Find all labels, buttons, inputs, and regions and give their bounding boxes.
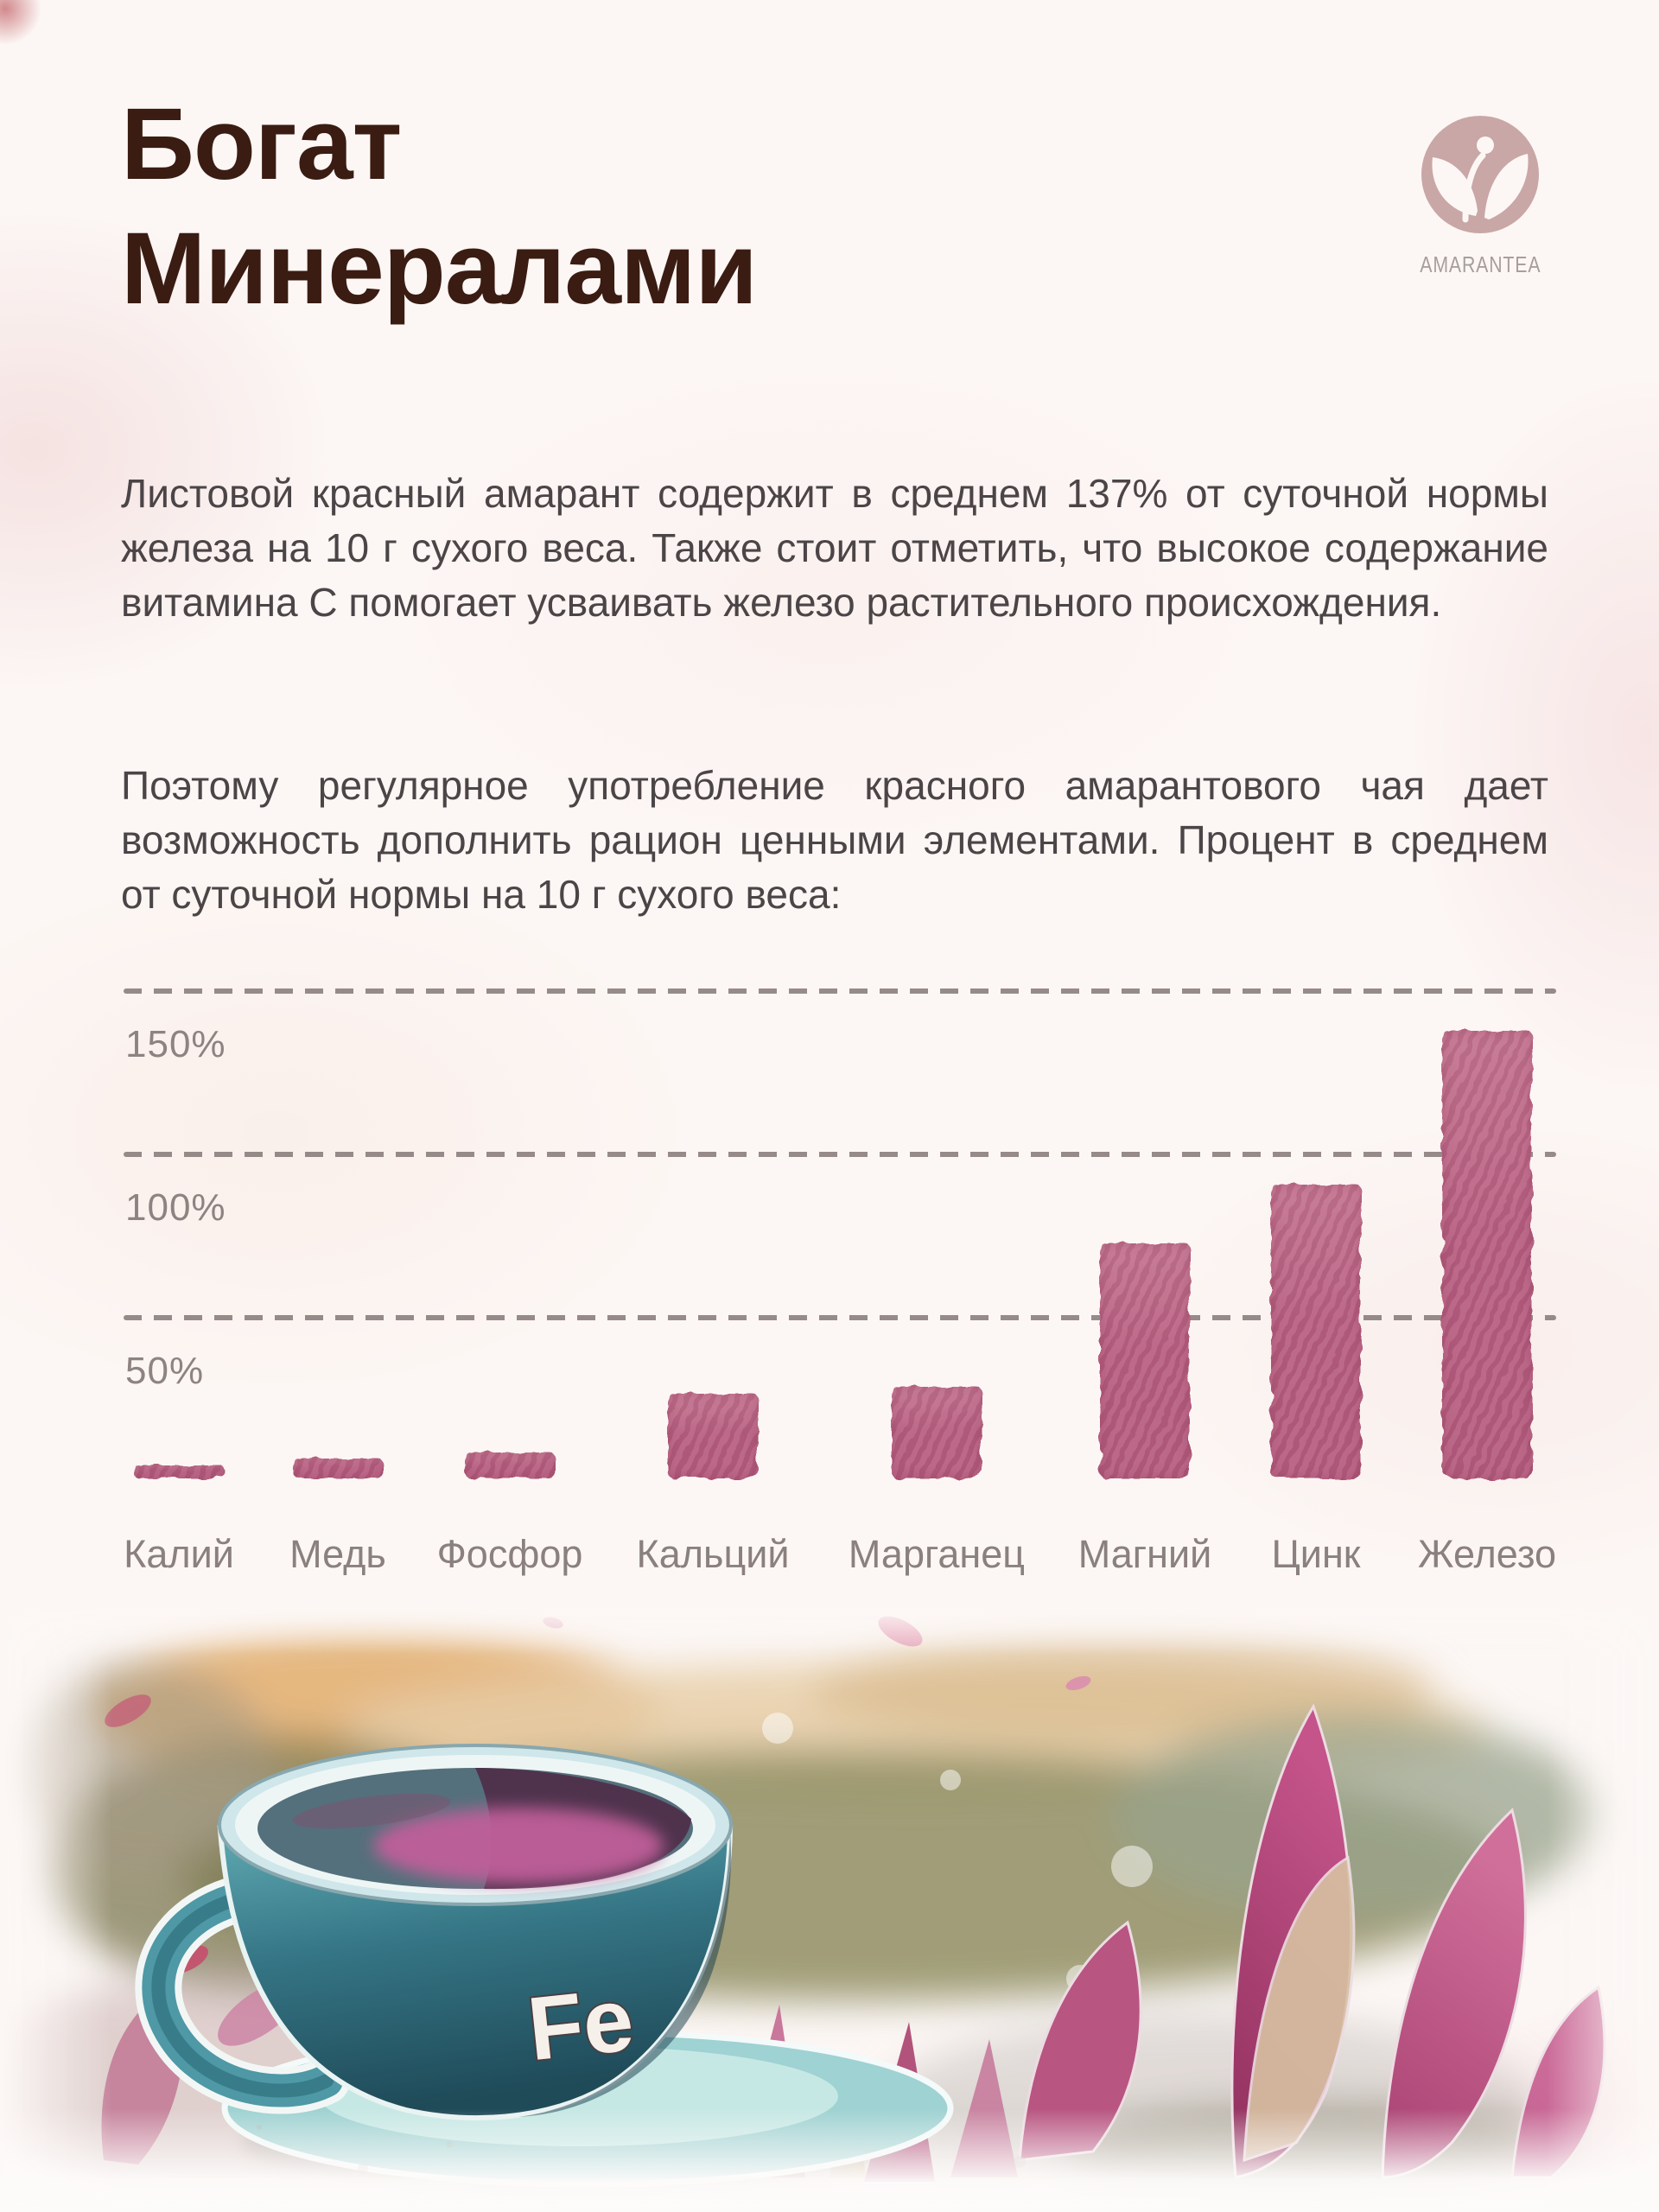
paragraph-chart-intro: Поэтому регулярное употребление красного… [121,763,1548,918]
amaranth-leaves-right [1018,1703,1606,2179]
bar-Железо [1442,1031,1532,1478]
bar-Медь [293,1459,383,1478]
fade-top [0,1607,1659,1655]
bar-Кальций [668,1393,758,1478]
category-label: Железо [1418,1532,1556,1576]
category-label: Марганец [848,1532,1026,1576]
title-line-2: Минералами [121,211,758,326]
category-label: Магний [1077,1532,1212,1576]
category-label: Медь [289,1532,386,1576]
gridline-50 [124,1315,1556,1320]
paragraph-iron-content: Листовой красный амарант содержит в сред… [121,471,1548,626]
page-title: Богат Минералами [121,83,758,332]
bar-Цинк [1271,1184,1361,1478]
title-line-1: Богат [121,87,402,201]
y-axis-tick: 150% [125,1023,226,1065]
amarantea-flower-icon [1421,116,1539,233]
bar-Фосфор [465,1452,555,1478]
bar-Магний [1100,1243,1190,1478]
bar-Калий [134,1465,224,1478]
watercolor-tea-cup-illustration: Fe [0,1607,1659,2212]
gridline-100 [124,1152,1556,1157]
y-axis-tick: 100% [125,1186,226,1229]
brand-logo: Amarantea [1407,112,1554,278]
iron-symbol-label: Fe [524,1969,639,2080]
tea-cup: Fe [135,1744,734,2121]
brand-name: Amarantea [1420,251,1541,277]
category-label: Фосфор [436,1532,583,1576]
category-label: Калий [124,1532,234,1576]
category-label: Цинк [1271,1532,1361,1576]
gridline-150 [124,988,1556,994]
fade-bottom [0,2108,1659,2212]
y-axis-tick: 50% [125,1350,205,1392]
minerals-bar-chart: 150% 100% 50% Калий Медь Фосфор Кальций Маргане… [0,988,1659,1628]
bar-Марганец [892,1387,982,1478]
category-label: Кальций [636,1532,790,1576]
